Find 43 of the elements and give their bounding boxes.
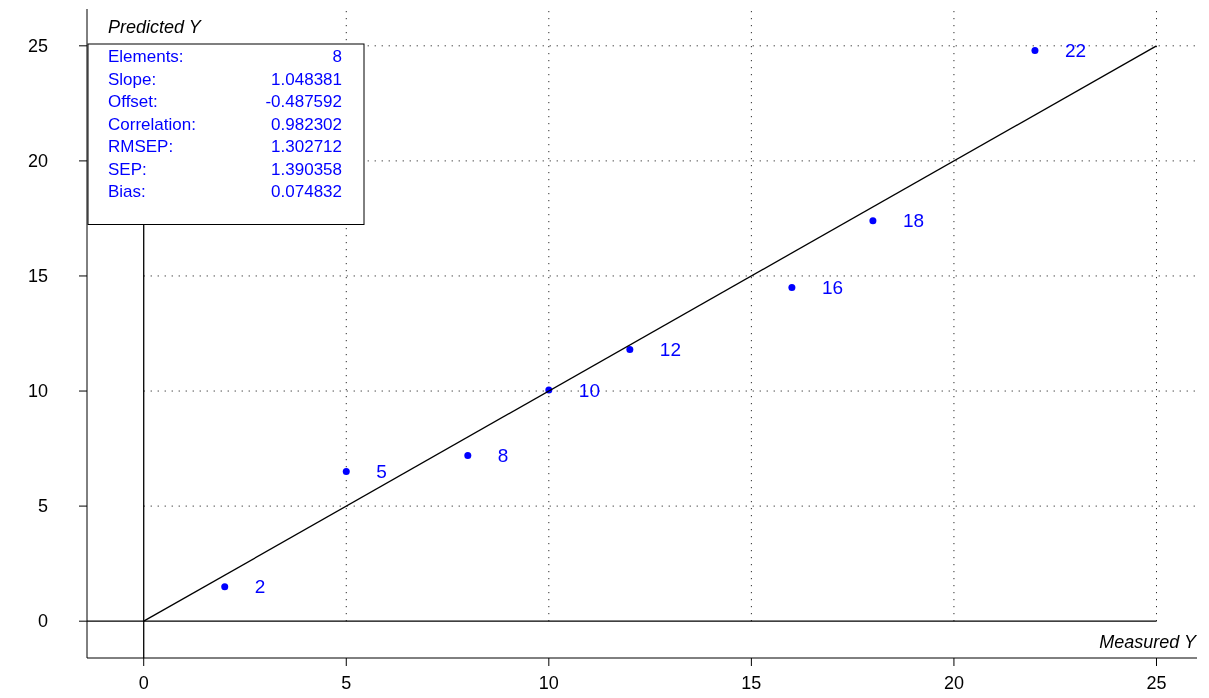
annotation: 5 <box>376 461 387 483</box>
point <box>869 217 877 225</box>
x-tick-label: 20 <box>943 673 964 693</box>
annotation: 18 <box>902 210 925 232</box>
annotation: Slope: <box>108 69 157 89</box>
point <box>1031 46 1039 54</box>
annotation: Offset: <box>108 92 158 111</box>
annotation: 8 <box>332 47 342 66</box>
y-tick-label: 10 <box>27 381 48 402</box>
x-tick-label: 15 <box>741 673 762 693</box>
y-tick-label: 5 <box>37 496 48 517</box>
annotation: 22 <box>1064 40 1087 62</box>
point <box>464 451 472 459</box>
annotation: 1.302712 <box>271 137 342 156</box>
x-tick-label: 5 <box>341 673 352 693</box>
point <box>626 346 634 354</box>
x-tick-label: 0 <box>138 673 149 693</box>
annotation: 8 <box>497 445 509 467</box>
x-tick-label: 25 <box>1146 673 1167 693</box>
y-tick-label: 20 <box>27 151 48 172</box>
annotation: 16 <box>821 277 844 299</box>
annotation: 1.390358 <box>271 159 342 179</box>
annotation: 10 <box>578 379 600 401</box>
annotation: Correlation: <box>108 114 196 134</box>
annotation: Elements: <box>108 47 184 66</box>
annotation: 2 <box>254 576 266 598</box>
x-tick-label: 10 <box>538 673 559 693</box>
y-axis-title: Predicted Y <box>108 17 203 37</box>
annotation: 1.048381 <box>271 69 342 89</box>
y-tick-label: 25 <box>27 36 48 57</box>
y-tick-label: 0 <box>37 611 48 632</box>
annotation: 0.074832 <box>271 182 342 201</box>
point <box>788 283 796 291</box>
point <box>342 468 350 476</box>
annotation: SEP: <box>108 159 147 179</box>
annotation: 0.982302 <box>271 114 342 134</box>
x-axis-title: Measured Y <box>1099 632 1198 652</box>
y-tick-label: 15 <box>27 266 48 287</box>
annotation: RMSEP: <box>108 137 174 156</box>
annotation: Bias: <box>108 182 146 201</box>
point <box>221 583 229 591</box>
annotation: 12 <box>659 339 681 361</box>
annotation: -0.487592 <box>265 92 342 111</box>
